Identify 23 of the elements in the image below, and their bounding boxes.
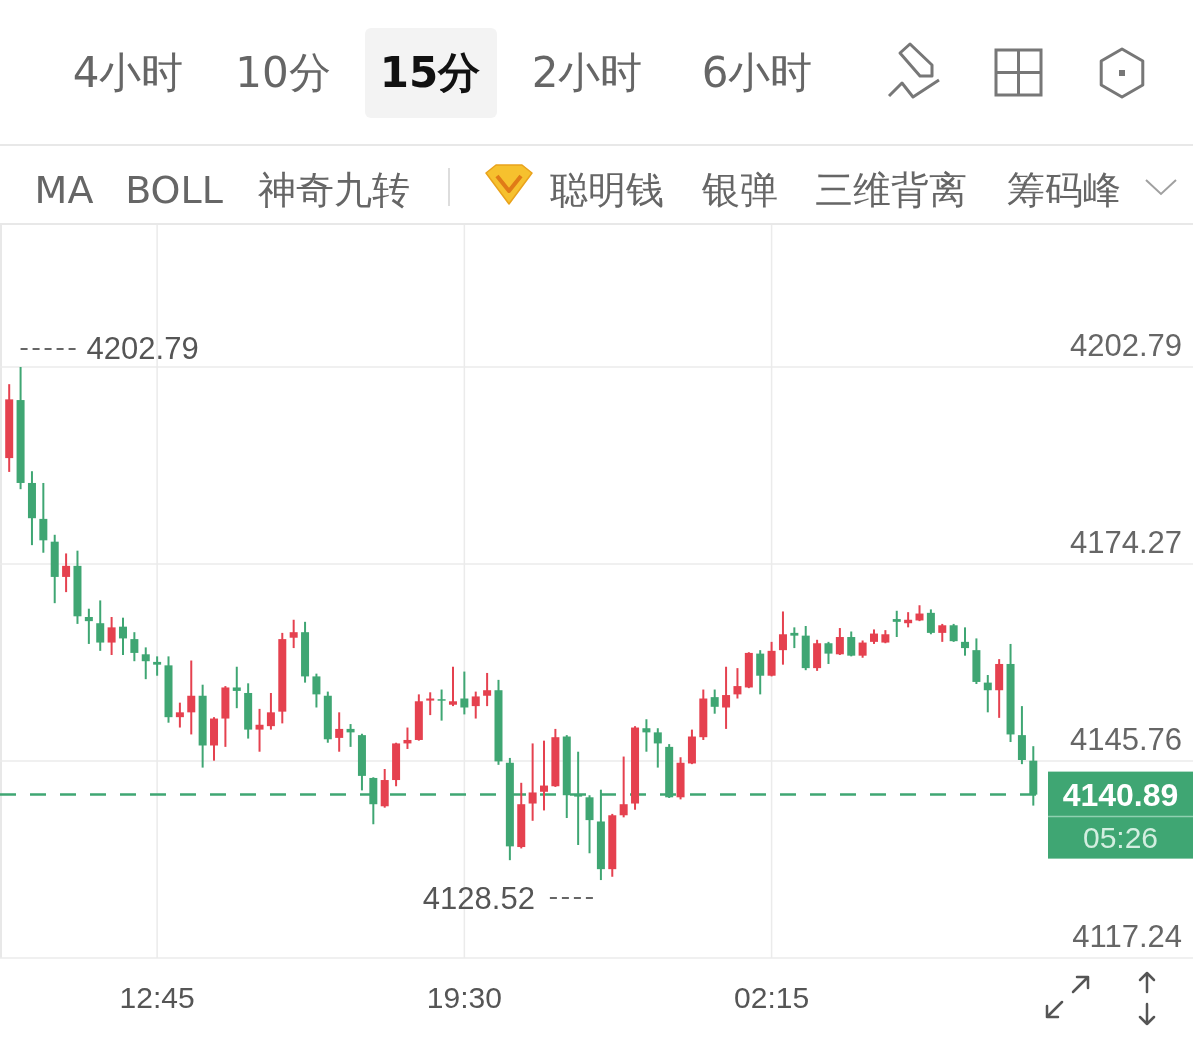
text: 10分 bbox=[235, 47, 331, 97]
text: BOLL bbox=[125, 168, 223, 212]
y-tick-label: 4202.79 bbox=[1069, 327, 1182, 363]
text: MA bbox=[34, 168, 94, 212]
y-tick-label: 4117.24 bbox=[1072, 919, 1182, 954]
x-tick-label: 12:45 bbox=[119, 980, 195, 1014]
text: 2小时 bbox=[531, 47, 643, 97]
text: 聪明钱 bbox=[550, 168, 664, 212]
annotation: 4128.52 bbox=[422, 880, 535, 916]
text: 4小时 bbox=[72, 47, 184, 97]
text: 银弹 bbox=[701, 168, 778, 212]
x-tick-label: 02:15 bbox=[734, 980, 810, 1014]
annotation: 4202.79 bbox=[86, 331, 199, 367]
text: 15分 bbox=[379, 47, 481, 97]
text: 神奇九转 bbox=[258, 168, 410, 212]
text: 筹码峰 bbox=[1007, 168, 1121, 212]
x-tick-label: 19:30 bbox=[426, 980, 502, 1014]
y-tick-label: 4145.76 bbox=[1069, 721, 1182, 757]
y-tick-label: 4174.27 bbox=[1069, 525, 1182, 560]
text: 三维背离 bbox=[815, 168, 967, 212]
ref-line-label: 4140.89 bbox=[1062, 776, 1179, 813]
text: 05:26 bbox=[1082, 821, 1159, 855]
text: 6小时 bbox=[701, 47, 813, 97]
